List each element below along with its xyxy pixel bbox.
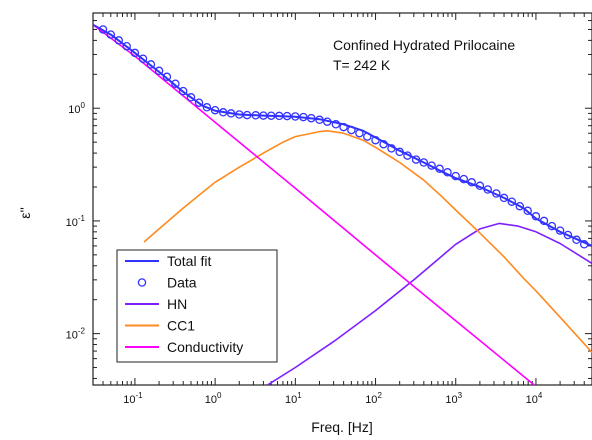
x-tick-label: 104 [526,391,543,406]
data-point [98,25,108,34]
legend-label-conductivity: Conductivity [167,339,243,355]
data-point [331,120,341,129]
series-line-hn [267,222,592,385]
data-point [339,122,348,132]
data-point [154,66,164,76]
x-tick-label: 102 [365,391,382,406]
data-point [178,86,188,96]
data-point [507,197,517,206]
y-axis-title: ε'' [17,207,33,219]
data-point [419,158,429,167]
legend-label-cc1: CC1 [167,318,195,334]
data-point [146,60,156,69]
data-point [411,155,421,164]
x-tick-label: 100 [205,391,222,406]
chart-annotation-temperature: T= 242 K [333,57,391,73]
series-line-cc1 [143,130,592,354]
data-point [210,105,220,115]
data-point [162,72,172,82]
x-tick-label: 103 [445,391,462,406]
data-point [122,41,131,51]
legend-label-total-fit: Total fit [167,253,211,269]
data-point [499,193,509,203]
x-tick-label: 10-1 [123,391,143,406]
series-layer [93,23,592,385]
chart-annotation-sample: Confined Hydrated Prilocaine [333,37,515,53]
y-tick-label: 10-1 [66,214,86,229]
data-point [138,54,148,63]
legend-label-data: Data [167,275,197,291]
x-axis-title: Freq. [Hz] [311,419,372,435]
data-point [572,235,581,245]
y-tick-label: 10-2 [66,327,86,342]
legend: Total fit Data HN CC1 Conductivity [116,249,278,363]
data-point [523,206,532,216]
data-point [130,48,140,58]
data-point [427,161,436,170]
legend-box [116,249,278,363]
data-point [171,79,180,88]
series-line-total-fit-overlay [93,24,592,247]
legend-label-hn: HN [167,296,187,312]
legend-swatch-data [137,278,147,287]
x-tick-label: 101 [285,391,302,406]
data-point [202,103,212,112]
data-point [114,36,124,45]
data-point [186,93,196,102]
data-point [563,230,573,240]
y-tick-label: 100 [68,101,85,116]
data-point [106,30,116,39]
data-point [515,201,525,211]
data-point [194,98,204,107]
